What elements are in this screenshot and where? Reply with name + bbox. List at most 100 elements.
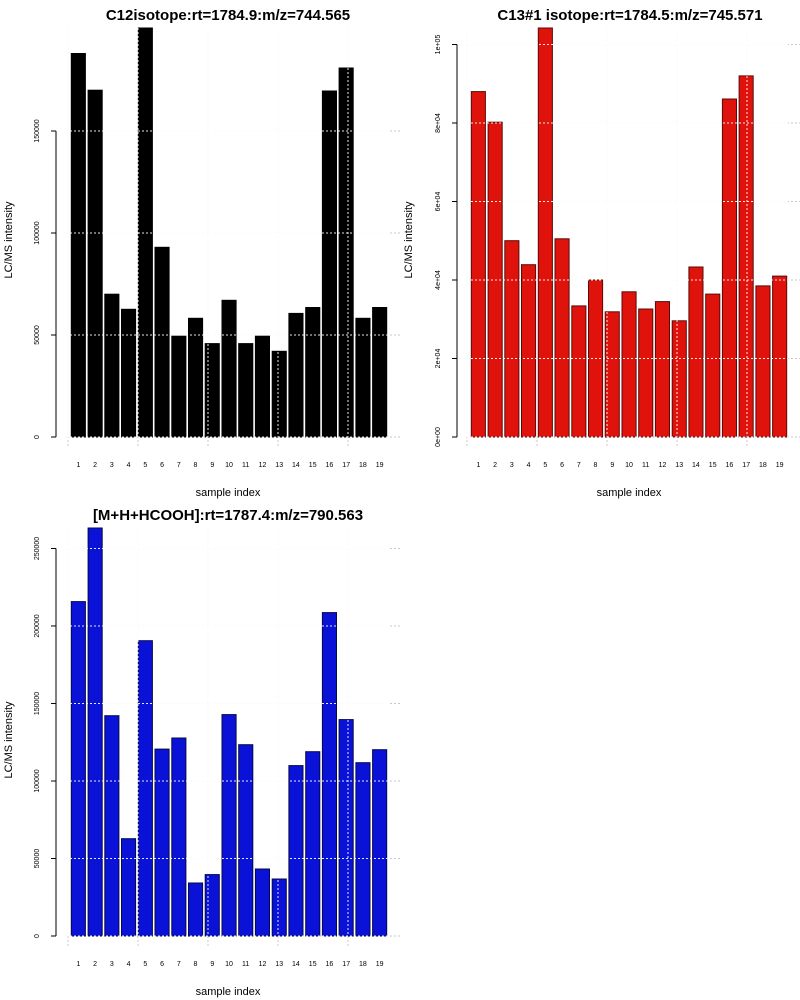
bar-sample-16 — [721, 98, 738, 438]
x-tick-label: 9 — [210, 462, 214, 469]
y-tick-label: 100000 — [34, 769, 41, 792]
bar-sample-10 — [221, 714, 237, 937]
x-tick-label: 15 — [309, 462, 317, 469]
bars — [70, 527, 388, 937]
x-tick-label: 8 — [194, 462, 198, 469]
x-tick-label: 9 — [210, 961, 214, 968]
bar-sample-15 — [705, 293, 721, 438]
bars — [470, 27, 788, 438]
bar-sample-17 — [338, 67, 354, 438]
y-tick-label: 100000 — [34, 221, 41, 244]
x-tick-label: 11 — [642, 462, 649, 469]
chart-panel-formate-adduct: [M+H+HCOOH]:rt=1787.4:m/z=790.563 sample… — [3, 507, 400, 998]
bar-sample-15 — [305, 307, 321, 438]
bar-sample-5 — [137, 27, 153, 438]
bar-sample-4 — [121, 838, 137, 937]
bar-sample-3 — [104, 293, 120, 438]
grid-lines-overlay — [66, 28, 388, 438]
y-tick-label: 6e+04 — [435, 192, 442, 212]
y-tick-label: 0 — [34, 934, 41, 938]
bar-sample-11 — [238, 744, 254, 937]
y-tick-label: 0e+00 — [435, 427, 442, 447]
x-tick-label: 4 — [127, 462, 131, 469]
bar-sample-9 — [204, 343, 220, 438]
bar-sample-4 — [121, 308, 137, 438]
x-tick-label: 13 — [675, 462, 683, 469]
bar-sample-8 — [188, 317, 204, 438]
bar-sample-16 — [321, 90, 337, 438]
x-tick-label: 10 — [225, 961, 233, 968]
x-tick-label: 3 — [510, 462, 514, 469]
bar-sample-13 — [671, 320, 687, 438]
bar-sample-9 — [604, 311, 620, 438]
bar-sample-9 — [204, 874, 220, 937]
bars — [70, 27, 388, 438]
chart-panel-c12-isotope: C12isotope:rt=1784.9:m/z=744.565 sample … — [3, 7, 400, 499]
chart-panel-c13-isotope: C13#1 isotope:rt=1784.5:m/z=745.571 samp… — [403, 7, 800, 499]
bar-sample-19 — [772, 275, 788, 438]
x-tick-label: 16 — [326, 961, 334, 968]
bar-sample-6 — [154, 748, 170, 937]
bar-sample-14 — [688, 266, 704, 438]
bar-sample-1 — [70, 601, 86, 937]
x-tick-label: 8 — [194, 961, 198, 968]
x-tick-label: 15 — [309, 961, 317, 968]
x-tick-label: 2 — [93, 462, 97, 469]
y-tick-label: 2e+04 — [435, 349, 442, 369]
x-tick-label: 11 — [242, 961, 249, 968]
x-tick-label: 7 — [177, 462, 181, 469]
y-axis-label: LC/MS intensity — [3, 701, 15, 779]
bar-sample-18 — [355, 317, 371, 438]
x-tick-label: 10 — [625, 462, 633, 469]
bar-sample-14 — [288, 765, 304, 937]
x-tick-label: 3 — [110, 462, 114, 469]
x-tick-label: 12 — [259, 961, 267, 968]
bar-sample-8 — [188, 882, 204, 937]
bar-sample-7 — [171, 737, 187, 937]
bar-sample-15 — [305, 751, 321, 937]
x-tick-label: 11 — [242, 462, 249, 469]
x-tick-label: 12 — [659, 462, 667, 469]
x-tick-label: 6 — [160, 961, 164, 968]
bar-sample-17 — [338, 719, 354, 937]
x-tick-label: 7 — [177, 961, 181, 968]
bar-sample-19 — [372, 307, 388, 438]
bar-sample-11 — [638, 308, 654, 438]
bar-sample-14 — [288, 312, 304, 438]
x-tick-label: 1 — [476, 462, 480, 469]
x-tick-label: 16 — [326, 462, 334, 469]
y-tick-label: 50000 — [34, 849, 41, 869]
x-tick-label: 2 — [493, 462, 497, 469]
bar-sample-10 — [221, 299, 237, 438]
x-tick-label: 17 — [742, 462, 750, 469]
bar-sample-16 — [321, 612, 337, 937]
x-tick-label: 5 — [543, 462, 547, 469]
bar-sample-3 — [504, 240, 520, 438]
x-tick-label: 16 — [726, 462, 734, 469]
y-axis: 0 50000 100000 150000 200000 250000 — [34, 537, 57, 938]
x-tick-label: 3 — [110, 961, 114, 968]
x-tick-label: 5 — [143, 462, 147, 469]
y-tick-label: 150000 — [34, 692, 41, 715]
chart-title: C13#1 isotope:rt=1784.5:m/z=745.571 — [497, 7, 762, 24]
chart-title: C12isotope:rt=1784.9:m/z=744.565 — [106, 7, 350, 24]
x-tick-label: 5 — [143, 961, 147, 968]
y-tick-label: 150000 — [34, 119, 41, 142]
x-tick-label: 17 — [342, 961, 350, 968]
x-tick-label: 18 — [359, 961, 367, 968]
x-tick-label: 10 — [225, 462, 233, 469]
y-tick-label: 1e+05 — [435, 35, 442, 55]
bar-sample-18 — [355, 762, 371, 937]
x-axis-label: sample index — [597, 487, 662, 499]
x-tick-label: 8 — [594, 462, 598, 469]
x-tick-label: 1 — [76, 462, 80, 469]
y-tick-label: 250000 — [34, 537, 41, 560]
y-axis: 0 50000 100000 150000 — [34, 119, 57, 439]
y-axis-label: LC/MS intensity — [403, 201, 415, 279]
bar-sample-7 — [571, 305, 587, 438]
bar-sample-13 — [271, 878, 287, 937]
x-tick-label: 18 — [759, 462, 767, 469]
bar-sample-5 — [137, 640, 153, 937]
bar-sample-4 — [521, 264, 537, 438]
